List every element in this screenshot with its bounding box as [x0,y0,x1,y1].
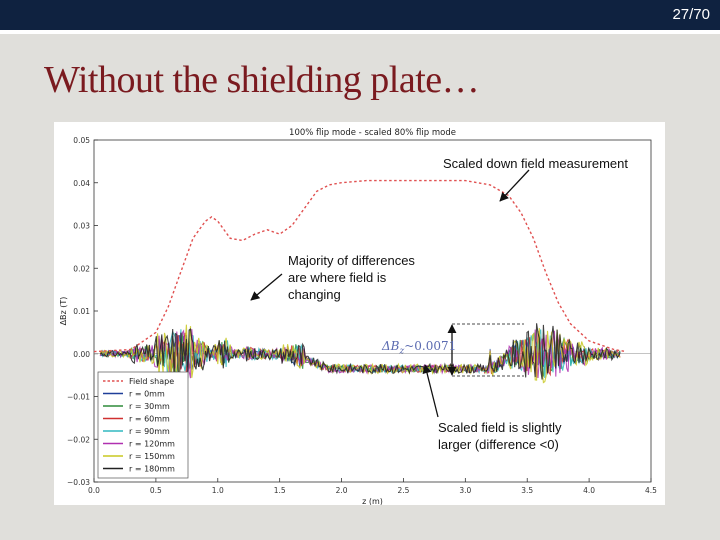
y-tick-label: 0.02 [73,264,90,273]
y-tick-label: 0.00 [73,350,90,359]
field-shape-line [93,179,627,353]
y-tick-label: −0.03 [67,478,90,487]
y-tick-label: 0.01 [73,307,90,316]
annotation-majority: Majority of differences are where field … [288,252,415,303]
x-axis-label: z (m) [362,497,383,505]
legend-entry: r = 150mm [129,452,175,461]
y-tick-label: 0.04 [73,179,90,188]
y-tick-label: 0.03 [73,222,90,231]
delta-bz-value: ~0.0071 [404,339,457,353]
x-tick-label: 4.0 [583,486,595,495]
annotation-scaled-down: Scaled down field measurement [443,155,628,172]
y-axis-label: ΔBz (T) [59,297,68,326]
slide-number: 27/70 [672,6,710,23]
legend-entry: Field shape [129,377,174,386]
annotation-majority-line2: are where field is [288,270,387,285]
legend-box [97,371,189,479]
legend-entry: r = 0mm [129,390,165,399]
annotation-slightly-larger: Scaled field is slightly larger (differe… [438,419,562,453]
y-tick-label: 0.05 [73,136,90,145]
annotation-scaled-down-text: Scaled down field measurement [443,156,628,171]
legend-entry: r = 120mm [129,440,175,449]
chart-figure: 0.0 0.5 1.0 1.5 2.0 2.5 3.0 3.5 4.0 4.5 −0.03 −0.02… [54,122,665,505]
chart-svg: 0.0 0.5 1.0 1.5 2.0 2.5 3.0 3.5 4.0 4.5 −0.03 −0.02… [59,128,657,505]
chart-title: 100% flip mode - scaled 80% flip mode [289,128,456,138]
x-tick-label: 1.0 [212,486,224,495]
legend-entry: r = 60mm [129,415,170,424]
y-tick-label: −0.01 [67,393,90,402]
x-tick-label: 3.5 [521,486,533,495]
legend-entry: r = 90mm [129,427,170,436]
legend-entry: r = 30mm [129,402,170,411]
annotation-majority-line3: changing [288,287,341,302]
majority-arrow [250,273,283,301]
legend-entry: r = 180mm [129,465,175,474]
x-tick-label: 0.5 [150,486,162,495]
annotation-slightly-line2: larger (difference <0) [438,437,559,452]
slide-title: Without the shielding plate… [44,59,480,101]
header-divider [0,30,720,34]
annotation-slightly-line1: Scaled field is slightly [438,420,562,435]
x-tick-label: 1.5 [274,486,286,495]
x-tick-label: 2.5 [397,486,409,495]
slightly-larger-arrow [422,364,439,418]
scaled-down-arrow [499,169,530,202]
y-tick-label: −0.02 [67,435,90,444]
chart-legend: Field shape r = 0mm r = 30mm r = 60mm r = 90… [97,371,189,479]
chart-annotations [250,169,530,418]
delta-bz-subscript: z [399,346,405,357]
x-tick-label: 3.0 [459,486,471,495]
x-tick-label: 2.0 [336,486,348,495]
delta-bz-label: ΔBz~0.0071 [382,338,456,360]
chart-series [93,179,627,386]
series-line [99,323,621,382]
x-tick-label: 0.0 [88,486,100,495]
x-tick-label: 4.5 [645,486,657,495]
annotation-majority-line1: Majority of differences [288,253,415,268]
slide-header-bar [0,0,720,30]
delta-bz-symbol: ΔB [382,339,400,353]
